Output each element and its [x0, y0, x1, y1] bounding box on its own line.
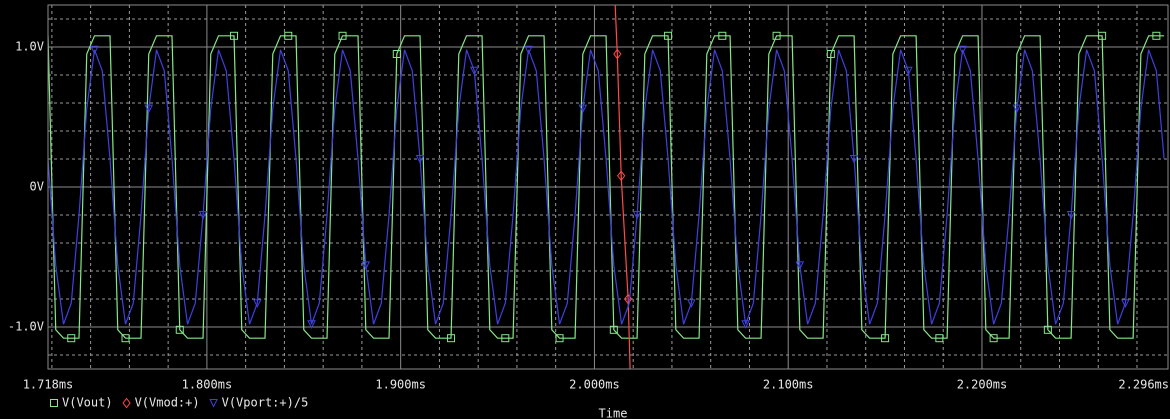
- marker: [609, 325, 618, 334]
- marker: [392, 50, 401, 58]
- series-line: [48, 35, 1165, 339]
- marker: [989, 334, 998, 343]
- marker: [632, 211, 642, 220]
- legend-label: V(Vmod:+): [135, 396, 200, 410]
- x-tick-label: 2.200ms: [957, 378, 1008, 392]
- marker: [881, 334, 890, 343]
- legend-label: V(Vport:+)/5: [222, 396, 309, 410]
- marker: [67, 334, 76, 343]
- x-tick-label: 2.000ms: [569, 378, 620, 392]
- marker: [741, 320, 750, 329]
- y-tick-label: 1.0V: [15, 40, 44, 54]
- marker: [613, 48, 622, 60]
- axis-labels: 1.0V 0V -1.0V 1.718ms 1.800ms 1.900ms 2.000ms 2…: [8, 40, 1169, 392]
- marker: [90, 45, 99, 55]
- marker: [904, 66, 913, 76]
- marker: [121, 334, 130, 343]
- marker: [1066, 211, 1076, 220]
- x-axis-title: Time: [599, 407, 628, 419]
- marker: [175, 325, 184, 334]
- marker: [849, 155, 859, 164]
- series-line: [614, 5, 631, 369]
- marker: [230, 31, 239, 40]
- marker: [524, 45, 533, 55]
- marker: [1098, 31, 1107, 40]
- y-tick-label: 0V: [30, 180, 44, 194]
- marker: [578, 104, 588, 114]
- marker: [198, 211, 208, 220]
- marker: [555, 334, 564, 343]
- x-tick-label: 1.718ms: [23, 378, 74, 392]
- marker: [447, 334, 456, 343]
- marker: [338, 31, 347, 40]
- marker: [1012, 104, 1022, 114]
- marker: [935, 334, 944, 343]
- plot-area: [48, 5, 1165, 369]
- legend: V(Vout) V(Vmod:+) V(Vport:+)/5: [50, 396, 309, 410]
- marker: [718, 31, 727, 40]
- marker: [415, 155, 425, 164]
- marker: [958, 45, 967, 55]
- marker: [50, 399, 58, 407]
- marker: [361, 261, 371, 271]
- marker: [624, 293, 633, 305]
- plot-frame: [47, 4, 1169, 370]
- marker: [1152, 31, 1161, 40]
- marker: [209, 399, 218, 408]
- x-tick-label: 2.296ms: [1118, 378, 1169, 392]
- marker: [826, 50, 835, 58]
- marker: [284, 31, 293, 40]
- marker: [144, 104, 154, 114]
- marker: [501, 334, 510, 343]
- marker: [469, 66, 479, 76]
- marker: [1043, 325, 1052, 334]
- marker: [307, 320, 316, 329]
- legend-label: V(Vout): [62, 396, 113, 410]
- marker: [252, 299, 262, 308]
- marker: [617, 170, 626, 182]
- marker: [687, 299, 696, 308]
- marker: [772, 31, 781, 40]
- marker: [1121, 299, 1130, 308]
- x-tick-label: 2.100ms: [763, 378, 814, 392]
- marker: [795, 261, 805, 271]
- grid: [47, 5, 1169, 369]
- x-tick-label: 1.900ms: [375, 378, 426, 392]
- series-line: [48, 49, 1165, 325]
- marker: [122, 397, 131, 409]
- x-tick-label: 1.800ms: [182, 378, 233, 392]
- marker: [664, 31, 673, 40]
- y-tick-label: -1.0V: [8, 320, 44, 334]
